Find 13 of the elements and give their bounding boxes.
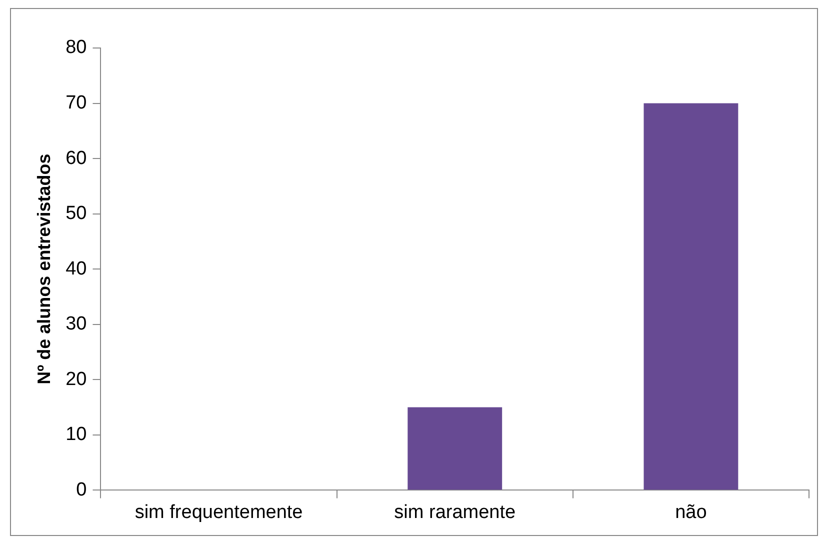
y-tick-label: 40 <box>66 258 87 280</box>
y-tick-label: 70 <box>66 92 87 114</box>
y-axis-title: Nº de alunos entrevistados <box>34 154 54 384</box>
y-tick-label: 80 <box>66 37 87 58</box>
x-tick-label: sim raramente <box>394 502 516 523</box>
y-tick-label: 60 <box>66 148 87 169</box>
y-tick-label: 30 <box>66 314 87 335</box>
y-tick-label: 50 <box>66 203 87 224</box>
y-tick-label: 20 <box>66 368 87 390</box>
x-tick-label: não <box>675 502 707 523</box>
y-tick-label: 10 <box>66 424 87 446</box>
x-tick-label: sim frequentemente <box>134 502 303 523</box>
y-tick-label: 0 <box>76 479 87 500</box>
